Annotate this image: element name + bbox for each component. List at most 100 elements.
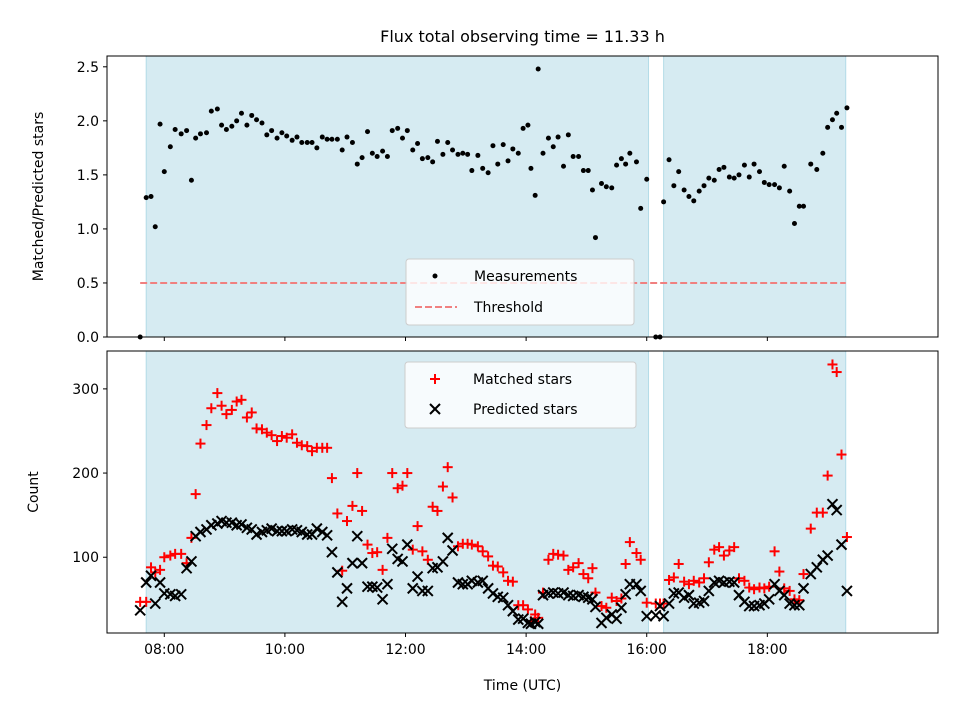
predicted-stars-marker	[422, 585, 434, 597]
measurement-point	[671, 183, 677, 189]
cross-stroke	[265, 522, 278, 535]
measurement-point	[721, 164, 727, 170]
predicted-stars-marker	[149, 597, 161, 610]
measurement-point	[731, 175, 737, 181]
measurement-point	[585, 168, 591, 174]
cross-stroke	[286, 523, 298, 536]
cross-stroke	[371, 581, 383, 594]
legend-measurements-marker	[432, 273, 438, 279]
cross-stroke	[164, 588, 177, 600]
cross-stroke	[733, 589, 745, 601]
matched-stars-marker	[583, 573, 594, 584]
predicted-stars-marker	[841, 585, 853, 597]
matched-stars-marker	[387, 468, 398, 479]
measurement-point	[603, 184, 609, 190]
predicted-stars-marker	[835, 538, 848, 551]
matched-stars-marker	[774, 566, 785, 577]
measurement-point	[329, 136, 335, 142]
cross-stroke	[723, 575, 736, 588]
measurement-point	[555, 134, 561, 140]
measurement-point	[475, 152, 481, 158]
measurement-point	[609, 185, 615, 191]
predicted-stars-marker	[821, 549, 834, 562]
matched-stars-marker	[342, 516, 353, 527]
legend-predicted-label: Predicted stars	[473, 402, 578, 418]
measurement-point	[148, 194, 154, 199]
cross-stroke	[386, 543, 398, 555]
cross-stroke	[641, 610, 653, 622]
measurement-point	[365, 129, 371, 135]
matched-stars-marker	[362, 539, 373, 550]
predicted-stars-marker	[589, 601, 602, 613]
matched-stars-marker	[543, 554, 554, 565]
ratio-y-axis-label: Matched/Predicted stars	[31, 112, 47, 282]
cross-stroke	[351, 530, 363, 542]
measurement-point	[627, 150, 633, 156]
measurement-point	[419, 156, 425, 162]
measurement-point	[623, 161, 629, 167]
cross-stroke	[672, 586, 685, 599]
cross-stroke	[619, 588, 632, 600]
matched-stars-marker	[272, 436, 283, 447]
measurement-point	[570, 154, 576, 160]
measurement-point	[229, 123, 235, 129]
cross-stroke	[492, 591, 504, 603]
y-tick-label: 100	[72, 550, 99, 566]
matched-stars-marker	[190, 489, 201, 500]
count-panel: 100 200 300 08:00 10:00 12:00 14:00 16:00 18:00…	[26, 350, 939, 694]
cross-stroke	[411, 570, 424, 583]
ratio-legend-box	[405, 258, 635, 326]
measurement-point	[380, 148, 386, 154]
legend-cross	[429, 403, 441, 415]
predicted-stars-marker	[411, 570, 424, 583]
ratio-legend: Measurements Threshold	[405, 258, 635, 326]
matched-stars-marker	[568, 562, 579, 573]
measurement-point	[791, 221, 797, 227]
y-tick-label: 300	[72, 382, 99, 398]
matched-stars-marker	[831, 367, 842, 378]
measurement-point	[425, 155, 431, 161]
measurement-point	[495, 161, 501, 167]
measurement-point	[389, 128, 395, 134]
cross-stroke	[778, 589, 790, 601]
measurement-point	[545, 135, 551, 141]
matched-stars-marker	[718, 550, 729, 561]
measurement-point	[284, 133, 290, 139]
measurement-point	[761, 179, 767, 185]
y-tick-label: 0.0	[77, 330, 99, 346]
matched-stars-marker	[246, 407, 257, 418]
predicted-stars-marker	[457, 578, 469, 590]
matched-stars-marker	[558, 550, 569, 561]
measurement-point	[535, 66, 541, 72]
cross-stroke	[134, 604, 146, 616]
measurement-point	[746, 174, 752, 180]
matched-stars-marker	[714, 542, 725, 553]
measurement-point	[445, 139, 451, 145]
measurement-point	[500, 142, 506, 148]
matched-stars-marker	[729, 542, 740, 553]
x-tick-label: 14:00	[506, 642, 546, 658]
measurement-point	[430, 159, 436, 165]
cross-stroke	[663, 597, 675, 610]
measurement-point	[152, 224, 158, 230]
measurement-point	[219, 122, 225, 128]
observing-intervals	[145, 55, 847, 338]
x-tick-label: 16:00	[627, 642, 667, 658]
matched-stars-marker	[402, 468, 413, 479]
measurement-point	[415, 141, 421, 147]
cross-stroke	[797, 582, 810, 595]
x-tick-label: 08:00	[144, 642, 184, 658]
matched-stars-marker	[432, 505, 443, 516]
cross-stroke	[296, 526, 308, 538]
measurement-point	[455, 151, 461, 157]
measurement-point	[701, 183, 707, 189]
measurement-point	[751, 161, 757, 167]
cross-stroke	[615, 602, 628, 614]
cross-stroke	[630, 578, 643, 590]
ratio-x-ticks	[163, 337, 768, 341]
predicted-stars-marker	[830, 504, 843, 516]
cross-stroke	[768, 578, 781, 590]
count-legend: Matched stars Predicted stars	[404, 361, 637, 429]
predicted-stars-marker	[763, 593, 775, 606]
